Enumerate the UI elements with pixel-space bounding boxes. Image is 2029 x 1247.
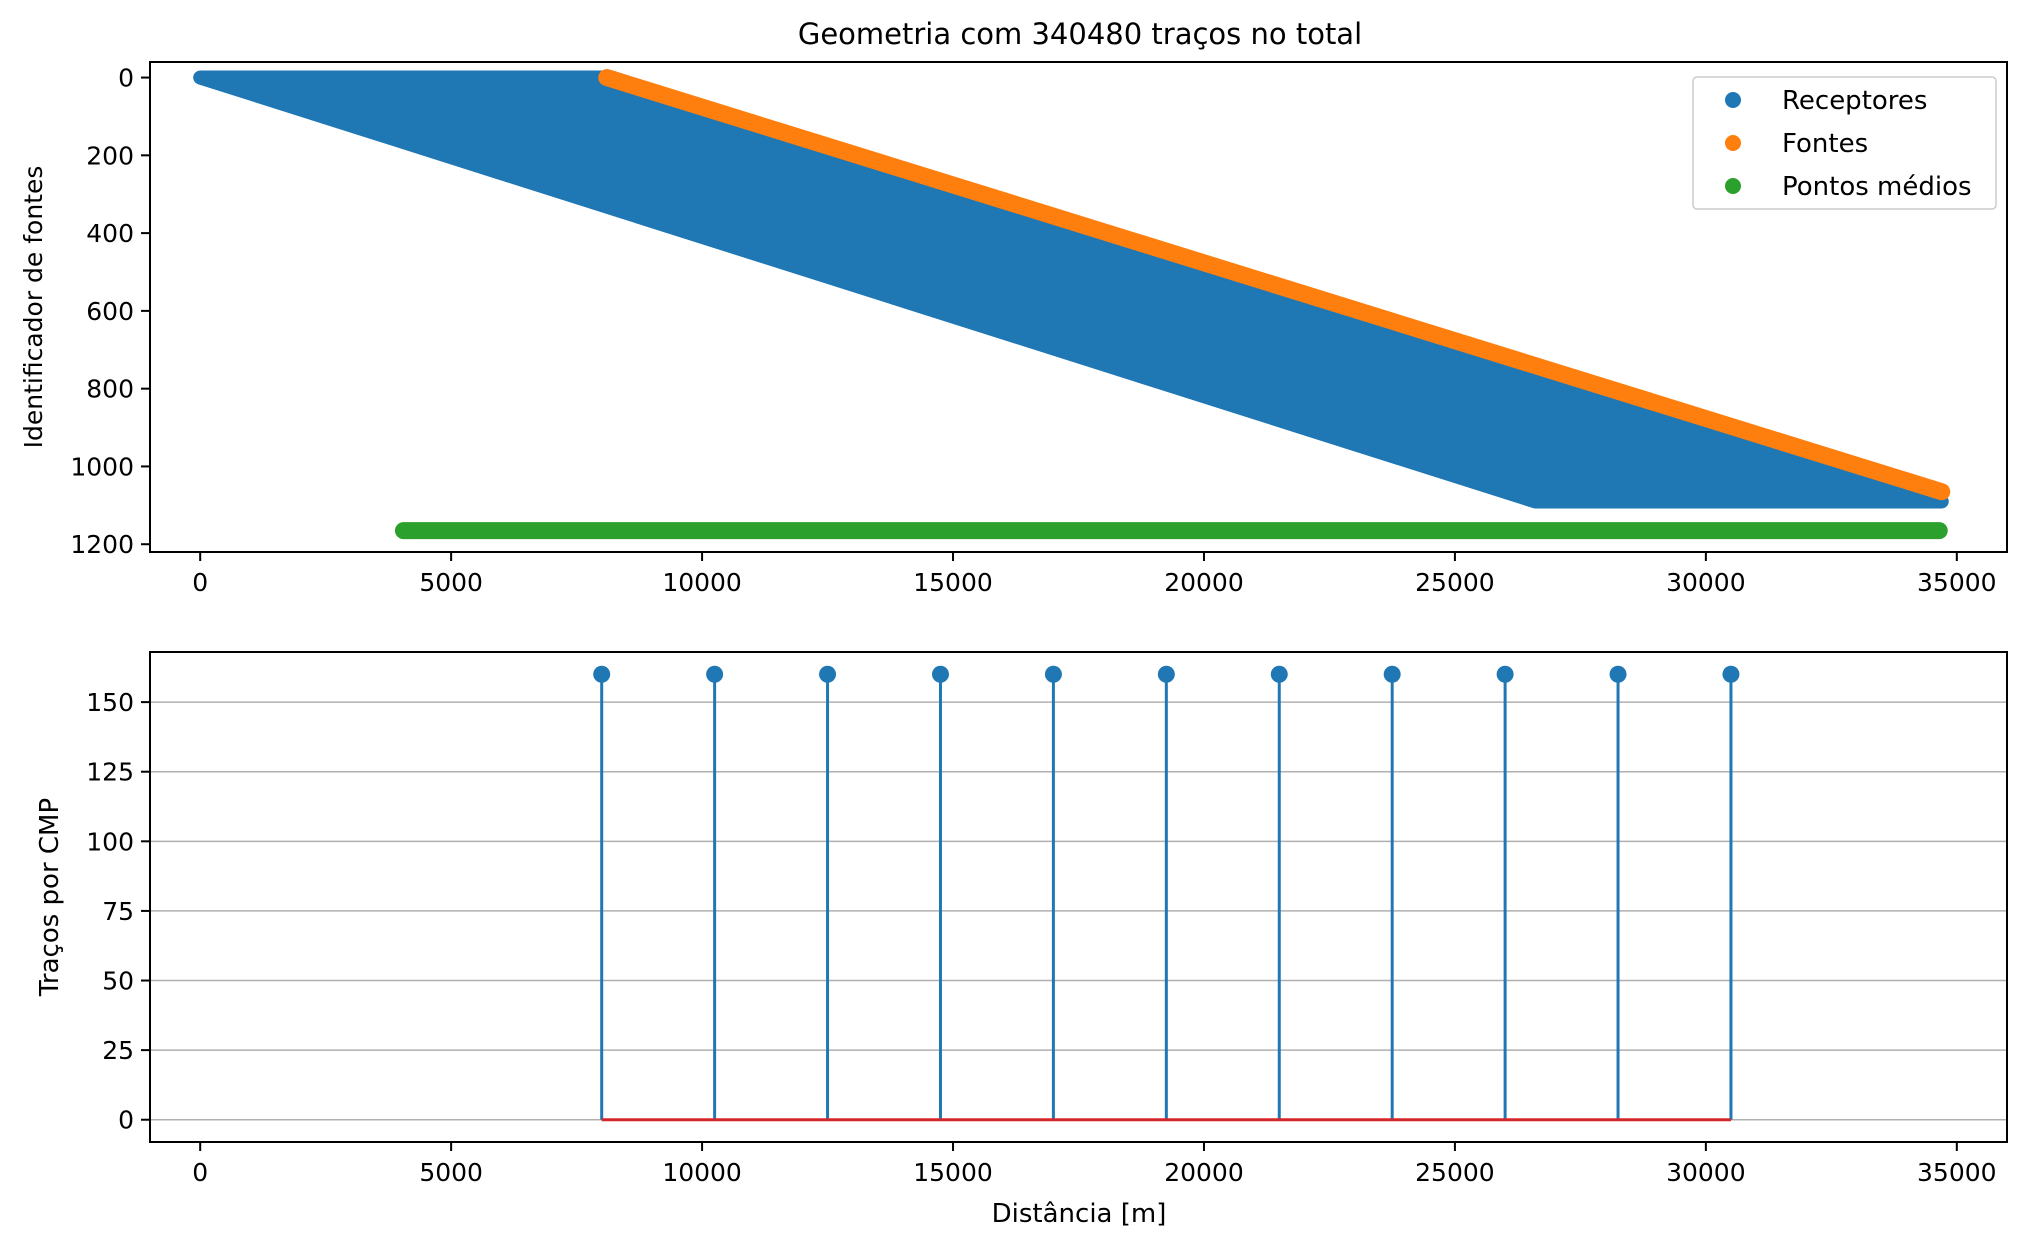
stem-marker [706,666,723,683]
legend-label-fontes: Fontes [1782,129,1868,159]
stem-marker [819,666,836,683]
horizontal-grid [150,702,2007,1120]
y-tick-label: 1000 [70,452,134,481]
stem-marker [1722,666,1739,683]
traces-per-cmp-stem-chart: 0 5000 10000 15000 20000 25000 30000 35000 0 25 5… [35,652,2007,1229]
chart-title: Geometria com 340480 traços no total [798,17,1362,51]
x-tick-label: 15000 [913,1158,993,1187]
stem-marker [1497,666,1514,683]
x-tick-label: 10000 [662,568,742,597]
x-tick-label: 30000 [1666,1158,1746,1187]
x-tick-label: 0 [192,568,208,597]
y-tick-label: 800 [86,375,134,404]
y-tick-label: 1200 [70,530,134,559]
y-tick-label: 50 [102,967,134,996]
legend-marker-pontos-medios [1725,178,1741,194]
y-tick-label: 125 [86,758,134,787]
geometry-scatter-chart: Geometria com 340480 traços no total 0 50… [19,17,2007,597]
x-tick-label: 25000 [1415,1158,1495,1187]
y-tick-label: 75 [102,897,134,926]
x-tick-label: 35000 [1917,568,1997,597]
y-tick-label: 150 [86,688,134,717]
y-tick-label: 0 [118,64,134,93]
y-axis-ticks: 0 200 400 600 800 1000 1200 [70,64,150,560]
plot-area [593,666,1739,1120]
x-tick-label: 20000 [1164,1158,1244,1187]
x-tick-label: 35000 [1917,1158,1997,1187]
plot-area [200,78,1942,531]
x-tick-label: 20000 [1164,568,1244,597]
x-tick-label: 5000 [419,1158,483,1187]
stem-marker [1158,666,1175,683]
x-tick-label: 30000 [1666,568,1746,597]
stem-marker [1384,666,1401,683]
y-tick-label: 100 [86,827,134,856]
series-receptores-band [200,78,1942,502]
legend-marker-fontes [1725,135,1741,151]
y-axis-ticks: 0 25 50 75 100 125 150 [86,688,150,1135]
stem-marker [1271,666,1288,683]
y-tick-label: 0 [118,1106,134,1135]
x-tick-label: 25000 [1415,568,1495,597]
stem-marker [1045,666,1062,683]
y-tick-label: 600 [86,297,134,326]
legend: Receptores Fontes Pontos médios [1693,77,1996,209]
stem-marker [1610,666,1627,683]
x-axis-ticks: 0 5000 10000 15000 20000 25000 30000 35000 [192,1142,1996,1187]
x-axis-label: Distância [m] [992,1199,1167,1229]
y-tick-label: 200 [86,141,134,170]
stem-marker [593,666,610,683]
x-tick-label: 0 [192,1158,208,1187]
legend-label-pontos-medios: Pontos médios [1782,172,1972,202]
y-tick-label: 400 [86,219,134,248]
stem-marker [932,666,949,683]
x-tick-label: 10000 [662,1158,742,1187]
y-axis-label: Identificador de fontes [19,166,48,449]
legend-label-receptores: Receptores [1782,86,1927,116]
legend-marker-receptores [1725,92,1741,108]
x-axis-ticks: 0 5000 10000 15000 20000 25000 30000 35000 [192,552,1996,597]
x-tick-label: 5000 [419,568,483,597]
x-tick-label: 15000 [913,568,993,597]
y-tick-label: 25 [102,1036,134,1065]
axes-frame [150,652,2007,1142]
y-axis-label: Traços por CMP [35,798,65,997]
